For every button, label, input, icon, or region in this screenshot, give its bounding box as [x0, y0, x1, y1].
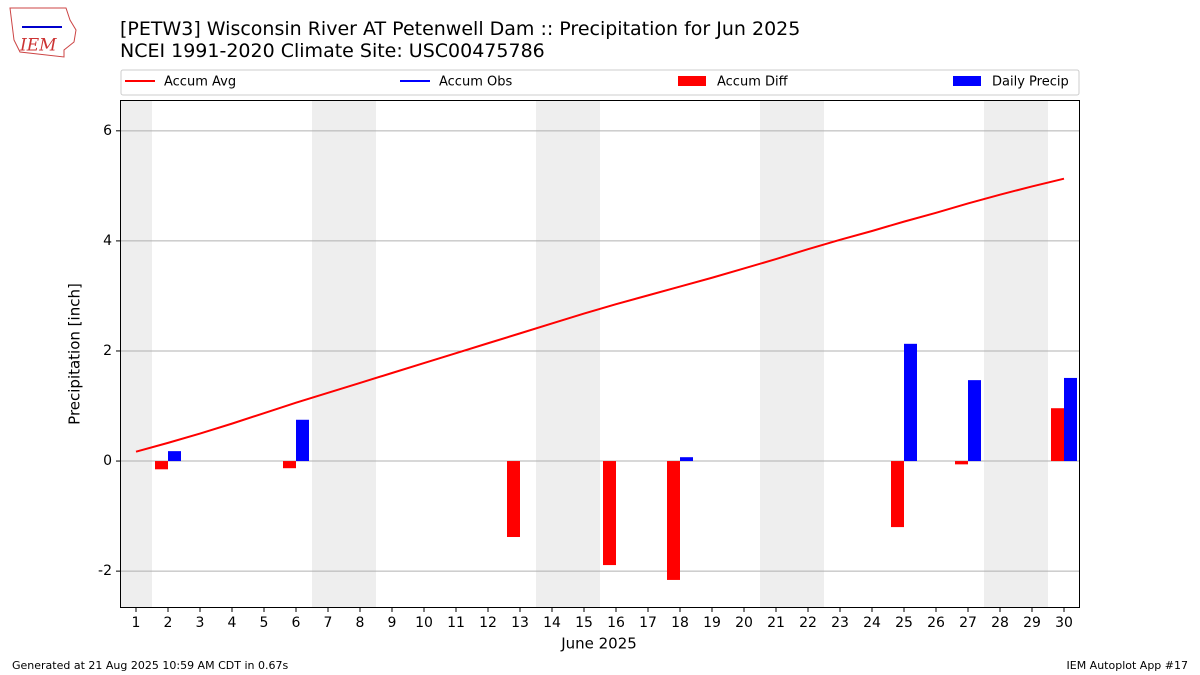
logo-text: IEM [19, 36, 57, 56]
weekend-shade [312, 100, 344, 608]
bar [603, 461, 616, 566]
bar [1064, 377, 1077, 462]
bar [968, 380, 981, 462]
x-tick-label: 20 [735, 615, 753, 631]
x-tick-label: 2 [164, 615, 173, 631]
weekend-shade [568, 100, 600, 608]
x-tick-label: 6 [292, 615, 301, 631]
legend-label: Accum Diff [717, 75, 789, 90]
x-tick-label: 30 [1055, 615, 1073, 631]
x-tick-label: 12 [479, 615, 497, 631]
y-tick-label: -2 [98, 563, 112, 579]
weekend-shade [792, 100, 824, 608]
y-tick-label: 4 [103, 233, 112, 249]
plot-frame [120, 100, 1080, 608]
legend-label: Accum Avg [164, 75, 236, 90]
x-tick-label: 5 [260, 615, 269, 631]
bar [667, 461, 680, 580]
x-tick-label: 13 [511, 615, 529, 631]
y-tick-label: 2 [103, 343, 112, 359]
y-tick-label: 6 [103, 123, 112, 139]
x-tick-label: 18 [671, 615, 689, 631]
x-tick-label: 24 [863, 615, 881, 631]
x-tick-label: 16 [607, 615, 625, 631]
bar [155, 461, 168, 470]
weekend-shade [1016, 100, 1048, 608]
bar [891, 461, 904, 528]
bar [283, 461, 296, 469]
bar [680, 457, 693, 462]
y-tick-label: 0 [103, 453, 112, 469]
bar [904, 343, 917, 462]
weekend-shade [344, 100, 376, 608]
bar [1051, 408, 1064, 462]
x-tick-label: 23 [831, 615, 849, 631]
x-tick-label: 27 [959, 615, 977, 631]
x-tick-label: 19 [703, 615, 721, 631]
footer-left: Generated at 21 Aug 2025 10:59 AM CDT in… [12, 659, 288, 672]
x-axis-label: June 2025 [560, 635, 637, 653]
x-tick-label: 22 [799, 615, 817, 631]
line [135, 177, 1065, 453]
weekend-shade [760, 100, 792, 608]
x-tick-label: 8 [356, 615, 365, 631]
x-tick-label: 26 [927, 615, 945, 631]
x-tick-label: 29 [1023, 615, 1041, 631]
legend-swatch [953, 76, 981, 86]
x-tick-label: 1 [132, 615, 141, 631]
x-tick-label: 10 [415, 615, 433, 631]
x-tick-label: 14 [543, 615, 561, 631]
x-tick-label: 15 [575, 615, 593, 631]
bar [168, 451, 181, 462]
weekend-shade [120, 100, 152, 608]
x-tick-label: 21 [767, 615, 785, 631]
chart-title: [PETW3] Wisconsin River AT Petenwell Dam… [120, 18, 800, 40]
chart-subtitle: NCEI 1991-2020 Climate Site: USC00475786 [120, 40, 545, 62]
bar [955, 461, 968, 465]
legend-swatch [678, 76, 706, 86]
weekend-shade [536, 100, 568, 608]
x-tick-label: 3 [196, 615, 205, 631]
logo-outline [9, 7, 77, 58]
bar [507, 461, 520, 538]
legend-label: Daily Precip [992, 75, 1069, 90]
legend [120, 69, 1080, 96]
weekend-shade [984, 100, 1016, 608]
x-tick-label: 28 [991, 615, 1009, 631]
x-tick-label: 17 [639, 615, 657, 631]
y-axis-label: Precipitation [inch] [66, 283, 84, 425]
bar [296, 419, 309, 462]
x-tick-label: 25 [895, 615, 913, 631]
x-tick-label: 9 [388, 615, 397, 631]
x-tick-label: 11 [447, 615, 465, 631]
x-tick-label: 7 [324, 615, 333, 631]
legend-label: Accum Obs [439, 75, 512, 90]
logo: IEM [9, 7, 77, 58]
footer-right: IEM Autoplot App #17 [1067, 659, 1189, 672]
x-tick-label: 4 [228, 615, 237, 631]
